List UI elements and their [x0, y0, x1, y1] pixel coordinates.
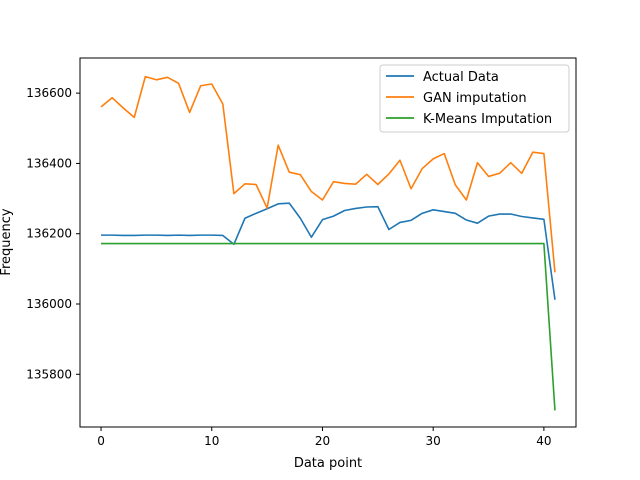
y-tick-label: 136400: [26, 156, 72, 170]
legend-label-gan-imputation: GAN imputation: [423, 91, 527, 106]
x-axis-ticks: 0 10 20 30 40: [97, 427, 552, 448]
y-axis-ticks: 135800 136000 136200 136400 136600: [26, 86, 80, 381]
x-tick-label: 0: [97, 434, 105, 448]
series-line-k-means-imputation: [101, 242, 556, 411]
x-tick-label: 10: [204, 434, 219, 448]
y-tick-label: 136600: [26, 86, 72, 100]
x-tick-label: 30: [426, 434, 441, 448]
y-tick-label: 136200: [26, 227, 72, 241]
x-tick-label: 40: [536, 434, 551, 448]
legend: Actual Data GAN imputation K-Means Imput…: [379, 64, 570, 133]
series-layer: [100, 75, 556, 411]
series-line-gan-imputation: [100, 75, 556, 273]
series-line-actual-data: [101, 202, 556, 300]
x-axis-label: Data point: [294, 456, 362, 471]
y-tick-label: 136000: [26, 297, 72, 311]
legend-label-kmeans-imputation: K-Means Imputation: [423, 112, 552, 127]
y-axis-label: Frequency: [0, 208, 14, 275]
plot-frame: [79, 57, 577, 428]
y-tick-label: 135800: [26, 367, 72, 381]
legend-label-actual-data: Actual Data: [423, 70, 499, 85]
legend-box: [379, 64, 570, 133]
x-tick-label: 20: [315, 434, 330, 448]
